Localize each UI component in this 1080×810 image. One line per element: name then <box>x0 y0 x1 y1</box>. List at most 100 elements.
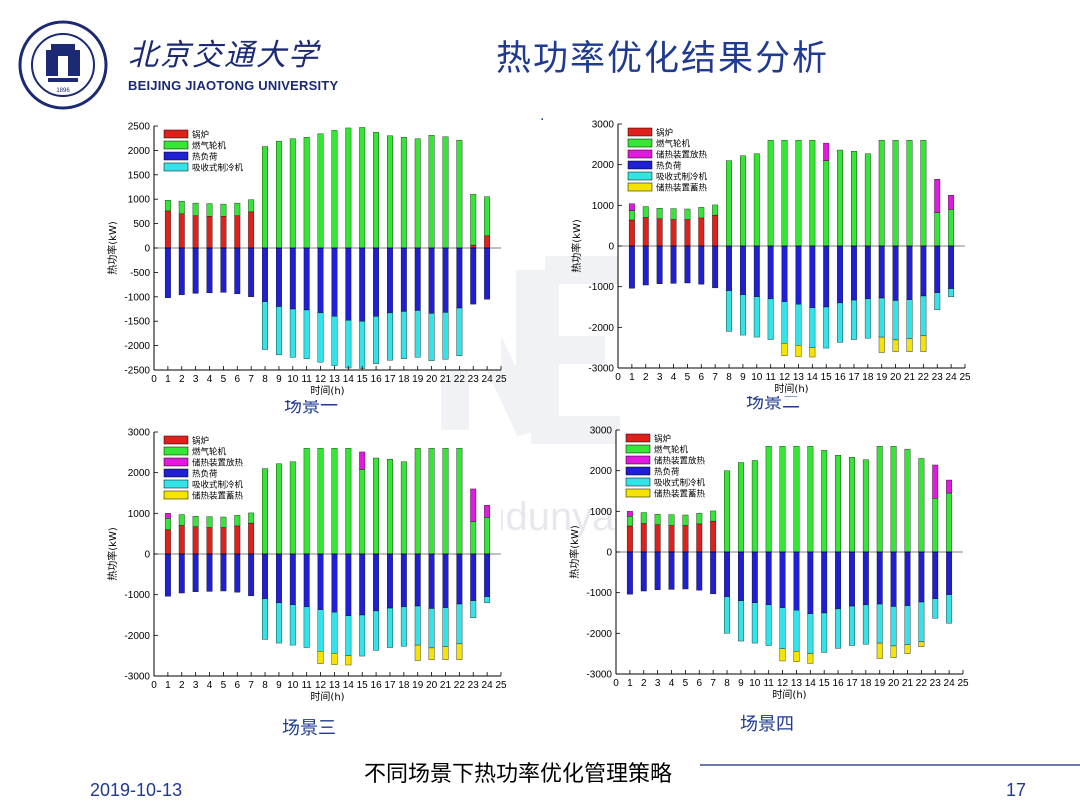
bar-gas_turbine-h18 <box>400 137 407 249</box>
legend-swatch-storage_charge <box>163 490 189 500</box>
legend-label-boiler: 锅炉 <box>192 130 209 141</box>
x-tick-label: 7 <box>248 680 254 691</box>
x-tick-label: 2 <box>179 680 185 691</box>
x-tick-label: 7 <box>712 372 718 383</box>
bar-heat_load-h7 <box>248 553 255 597</box>
legend-swatch-heat_load <box>163 151 189 161</box>
bar-gas_turbine-h6 <box>234 515 241 527</box>
x-tick-label: 22 <box>916 678 928 689</box>
y-tick-label: -1000 <box>124 590 150 601</box>
bar-heat_load-h8 <box>262 553 268 599</box>
bar-absorption_chiller-h10 <box>751 602 758 644</box>
bar-storage_charge-h22 <box>456 643 463 660</box>
bar-gas_turbine-h6 <box>234 202 241 216</box>
bar-heat_load-h23 <box>470 553 477 601</box>
university-logo: 1896 <box>18 20 108 110</box>
x-tick-label: 25 <box>959 372 971 383</box>
legend-swatch-absorption_chiller <box>163 479 189 489</box>
bar-heat_load-h22 <box>918 551 925 603</box>
bar-boiler-h1 <box>164 529 171 555</box>
bar-absorption_chiller-h21 <box>442 312 449 360</box>
bar-storage_charge-h22 <box>920 335 927 352</box>
bar-absorption_chiller-h9 <box>275 602 282 644</box>
legend-swatch-gas_turbine <box>625 444 651 454</box>
x-axis-label: 时间(h) <box>310 384 344 397</box>
x-tick-label: 24 <box>482 680 494 691</box>
bar-gas_turbine-h15 <box>821 450 828 553</box>
y-tick-label: 3000 <box>592 120 615 131</box>
x-tick-label: 22 <box>454 680 466 691</box>
x-tick-label: 17 <box>846 678 858 689</box>
bar-heat_load-h23 <box>934 245 941 293</box>
bar-storage_charge-h21 <box>442 646 449 660</box>
x-tick-label: 5 <box>221 680 227 691</box>
page-number: 17 <box>1006 780 1027 800</box>
bar-gas_turbine-h20 <box>890 446 897 553</box>
legend-label-boiler: 锅炉 <box>192 436 209 447</box>
bar-gas_turbine-h11 <box>303 448 310 555</box>
bar-boiler-h3 <box>192 526 199 555</box>
bar-absorption_chiller-h14 <box>345 615 352 656</box>
bar-heat_load-h14 <box>807 551 814 614</box>
bar-heat_load-h8 <box>724 551 730 597</box>
bar-absorption_chiller-h12 <box>317 609 324 652</box>
caption-scenario4: 场景四 <box>740 714 794 735</box>
bar-gas_turbine-h5 <box>220 203 227 217</box>
bar-boiler-h7 <box>248 522 255 555</box>
bar-heat_load-h19 <box>414 553 421 607</box>
y-tick-label: 3000 <box>128 428 151 439</box>
x-tick-label: 8 <box>724 678 730 689</box>
bar-boiler-h23 <box>470 244 477 249</box>
bar-heat_load-h9 <box>275 553 282 603</box>
bar-storage_release-h24 <box>484 505 491 518</box>
x-tick-label: 7 <box>248 374 254 385</box>
bar-boiler-h7 <box>248 211 255 249</box>
bar-heat_load-h16 <box>835 551 842 610</box>
bar-heat_load-h16 <box>837 245 844 304</box>
bar-gas_turbine-h9 <box>739 155 746 247</box>
x-tick-label: 9 <box>276 374 282 385</box>
legend-swatch-storage_release <box>627 149 653 159</box>
x-tick-label: 12 <box>315 680 327 691</box>
bar-gas_turbine-h10 <box>753 153 760 247</box>
bar-heat_load-h17 <box>851 245 857 301</box>
x-tick-label: 16 <box>833 678 845 689</box>
legend-label-storage_release: 储热装置放热 <box>654 456 706 467</box>
bar-absorption_chiller-h18 <box>400 606 407 647</box>
legend-label-gas_turbine: 燃气轮机 <box>192 141 227 152</box>
legend-swatch-gas_turbine <box>163 446 189 456</box>
bar-absorption_chiller-h22 <box>456 307 463 357</box>
bar-absorption_chiller-h9 <box>739 294 746 336</box>
bar-heat_load-h14 <box>345 553 352 616</box>
bar-gas_turbine-h11 <box>303 137 310 249</box>
bar-heat_load-h17 <box>387 247 393 314</box>
legend-swatch-gas_turbine <box>627 138 653 148</box>
bar-gas_turbine-h16 <box>373 457 380 555</box>
bar-gas_turbine-h22 <box>918 458 925 553</box>
bar-heat_load-h10 <box>289 553 296 606</box>
bar-absorption_chiller-h8 <box>262 598 268 640</box>
y-tick-label: 2000 <box>128 146 151 157</box>
bar-gas_turbine-h18 <box>400 461 407 555</box>
bar-absorption_chiller-h23 <box>932 598 939 619</box>
y-tick-label: -500 <box>130 268 150 279</box>
bar-storage_release-h1 <box>626 511 633 517</box>
x-tick-label: 18 <box>398 680 410 691</box>
caption-scenario3: 场景三 <box>282 718 336 739</box>
x-tick-label: 20 <box>426 374 438 385</box>
x-tick-label: 23 <box>468 680 480 691</box>
bar-absorption_chiller-h17 <box>387 607 393 648</box>
bar-storage_charge-h22 <box>918 641 925 647</box>
x-tick-label: 19 <box>874 678 886 689</box>
x-tick-label: 6 <box>234 374 240 385</box>
bar-storage_release-h23 <box>470 488 477 522</box>
caption-scenario1: 场景一 <box>284 400 338 414</box>
y-tick-label: -2000 <box>124 631 150 642</box>
bar-absorption_chiller-h22 <box>456 603 463 645</box>
bar-gas_turbine-h20 <box>428 448 435 555</box>
bar-boiler-h7 <box>710 520 717 553</box>
bar-gas_turbine-h10 <box>289 138 296 249</box>
x-tick-label: 0 <box>613 678 619 689</box>
y-tick-label: -1000 <box>586 588 612 599</box>
bar-gas_turbine-h23 <box>470 194 477 246</box>
